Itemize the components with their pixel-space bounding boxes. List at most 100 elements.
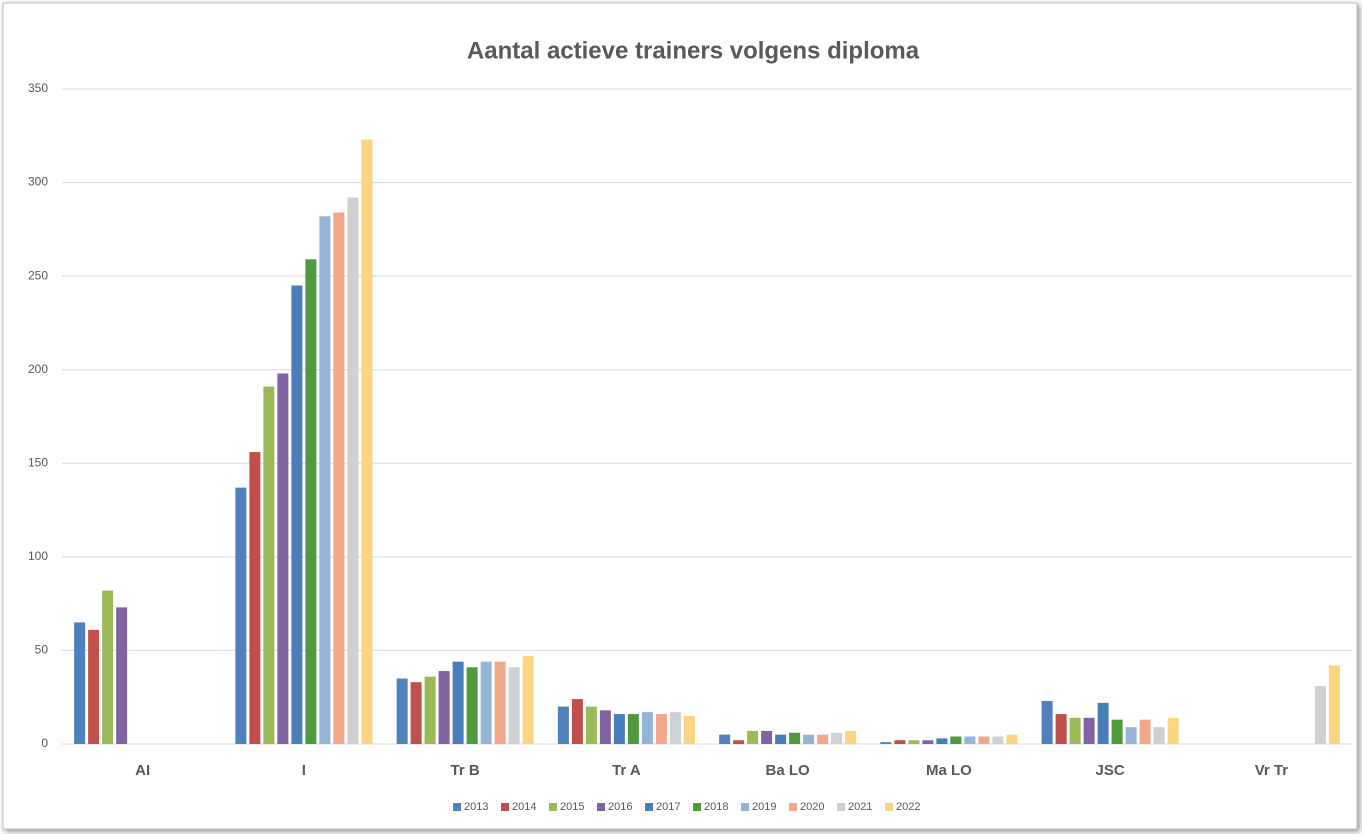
- y-tick-label: 50: [35, 643, 49, 657]
- bar: [361, 139, 373, 744]
- bar: [571, 699, 583, 744]
- bar: [761, 730, 773, 744]
- bar: [1069, 717, 1081, 744]
- legend-label: 2020: [800, 801, 824, 813]
- legend-label: 2018: [704, 801, 728, 813]
- bar: [1314, 685, 1326, 744]
- bar: [1041, 700, 1053, 744]
- bar: [803, 734, 815, 744]
- bar: [936, 738, 948, 744]
- bar: [845, 730, 857, 744]
- legend-label: 2015: [560, 801, 584, 813]
- bar: [319, 216, 331, 744]
- bar: [1125, 727, 1137, 744]
- bar: [599, 710, 611, 744]
- bar: [1153, 727, 1165, 744]
- bar: [641, 712, 653, 744]
- x-tick-label: Tr B: [451, 762, 480, 779]
- legend-swatch: [789, 803, 797, 811]
- bar: [880, 742, 892, 744]
- bar: [683, 715, 695, 744]
- bar: [424, 676, 436, 744]
- y-tick-label: 250: [28, 268, 48, 282]
- bar: [333, 212, 345, 744]
- legend-swatch: [645, 803, 653, 811]
- bar: [613, 714, 625, 744]
- bar: [1006, 734, 1018, 744]
- y-tick-label: 200: [28, 362, 48, 376]
- bar: [1055, 714, 1067, 744]
- legend-label: 2014: [512, 801, 536, 813]
- bar: [978, 736, 990, 744]
- bar: [410, 682, 422, 744]
- bar: [627, 714, 639, 744]
- bar: [522, 656, 534, 744]
- x-tick-label: Tr A: [612, 762, 641, 779]
- bar: [263, 386, 275, 744]
- bar: [347, 197, 359, 745]
- legend-swatch: [741, 803, 749, 811]
- bar: [277, 373, 289, 744]
- legend-swatch: [693, 803, 701, 811]
- bar: [1083, 717, 1095, 744]
- bar: [494, 661, 506, 744]
- legend-label: 2019: [752, 801, 776, 813]
- legend-label: 2013: [464, 801, 488, 813]
- bar: [775, 734, 787, 744]
- bar: [922, 740, 934, 744]
- legend-swatch: [549, 803, 557, 811]
- bar: [480, 661, 492, 744]
- bar: [452, 661, 464, 744]
- x-tick-label: Ba LO: [766, 762, 811, 779]
- legend-label: 2022: [896, 801, 920, 813]
- legend-swatch: [597, 803, 605, 811]
- legend-label: 2017: [656, 801, 680, 813]
- bar: [733, 740, 745, 744]
- legend-swatch: [837, 803, 845, 811]
- bar: [438, 671, 450, 744]
- bar: [831, 732, 843, 744]
- x-tick-label: Vr Tr: [1255, 762, 1289, 779]
- bar: [585, 706, 597, 744]
- bar: [102, 590, 114, 744]
- y-tick-label: 100: [28, 549, 48, 563]
- bar: [1097, 702, 1109, 744]
- bar: [655, 714, 667, 744]
- bar: [992, 736, 1004, 744]
- bar: [1167, 717, 1179, 744]
- x-tick-label: AI: [135, 762, 150, 779]
- bar: [1139, 719, 1151, 744]
- bar: [669, 712, 681, 744]
- bar: [116, 607, 128, 744]
- bar: [1328, 665, 1340, 744]
- bar: [557, 706, 569, 744]
- x-tick-label: Ma LO: [926, 762, 972, 779]
- bar: [789, 732, 801, 744]
- bar: [88, 629, 100, 744]
- chart-title: Aantal actieve trainers volgens diploma: [467, 37, 920, 64]
- legend-swatch: [885, 803, 893, 811]
- legend-swatch: [501, 803, 509, 811]
- bar: [1111, 719, 1123, 744]
- bar: [466, 667, 478, 744]
- legend-label: 2021: [848, 801, 872, 813]
- x-tick-label: JSC: [1096, 762, 1125, 779]
- bar: [396, 678, 408, 744]
- bar: [249, 452, 261, 744]
- bar: [950, 736, 962, 744]
- legend-swatch: [453, 803, 461, 811]
- bar: [235, 487, 247, 744]
- bar: [817, 734, 829, 744]
- y-tick-label: 0: [41, 736, 48, 750]
- bar: [291, 285, 303, 744]
- bar: [305, 259, 317, 744]
- bar: [747, 730, 759, 744]
- x-tick-label: I: [302, 762, 306, 779]
- bar: [508, 667, 520, 744]
- legend-label: 2016: [608, 801, 632, 813]
- y-tick-label: 350: [28, 81, 48, 95]
- bar: [964, 736, 976, 744]
